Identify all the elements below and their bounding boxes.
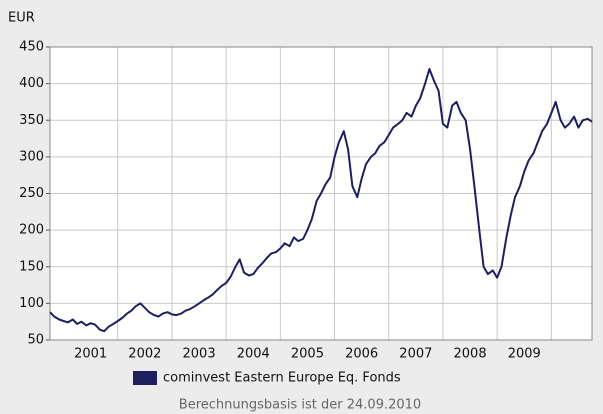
y-tick-label: 400: [19, 76, 44, 91]
footer: Berechnungsbasis ist der 24.09.2010: [179, 398, 421, 413]
y-tick-label: 450: [19, 40, 44, 55]
y-unit-label: EUR: [8, 11, 35, 26]
y-tick-label: 150: [19, 259, 44, 274]
x-tick-label: 2007: [399, 347, 432, 362]
y-tick-label: 300: [19, 149, 44, 164]
legend-label: cominvest Eastern Europe Eq. Fonds: [163, 371, 401, 386]
x-tick-label: 2004: [237, 347, 270, 362]
y-tick-label: 350: [19, 113, 44, 128]
y-tick-label: 200: [19, 223, 44, 238]
x-tick-label: 2008: [454, 347, 487, 362]
x-tick-label: 2003: [183, 347, 216, 362]
x-tick-label: 2005: [291, 347, 324, 362]
x-tick-label: 2001: [74, 347, 107, 362]
x-tick-label: 2002: [128, 347, 161, 362]
y-tick-label: 100: [19, 296, 44, 311]
legend-swatch: [133, 371, 157, 385]
x-tick-label: 2006: [345, 347, 378, 362]
y-tick-label: 50: [27, 333, 44, 348]
series-line: [49, 68, 593, 333]
y-tick-label: 250: [19, 186, 44, 201]
plot-border: [49, 46, 593, 341]
x-tick-label: 2009: [508, 347, 541, 362]
